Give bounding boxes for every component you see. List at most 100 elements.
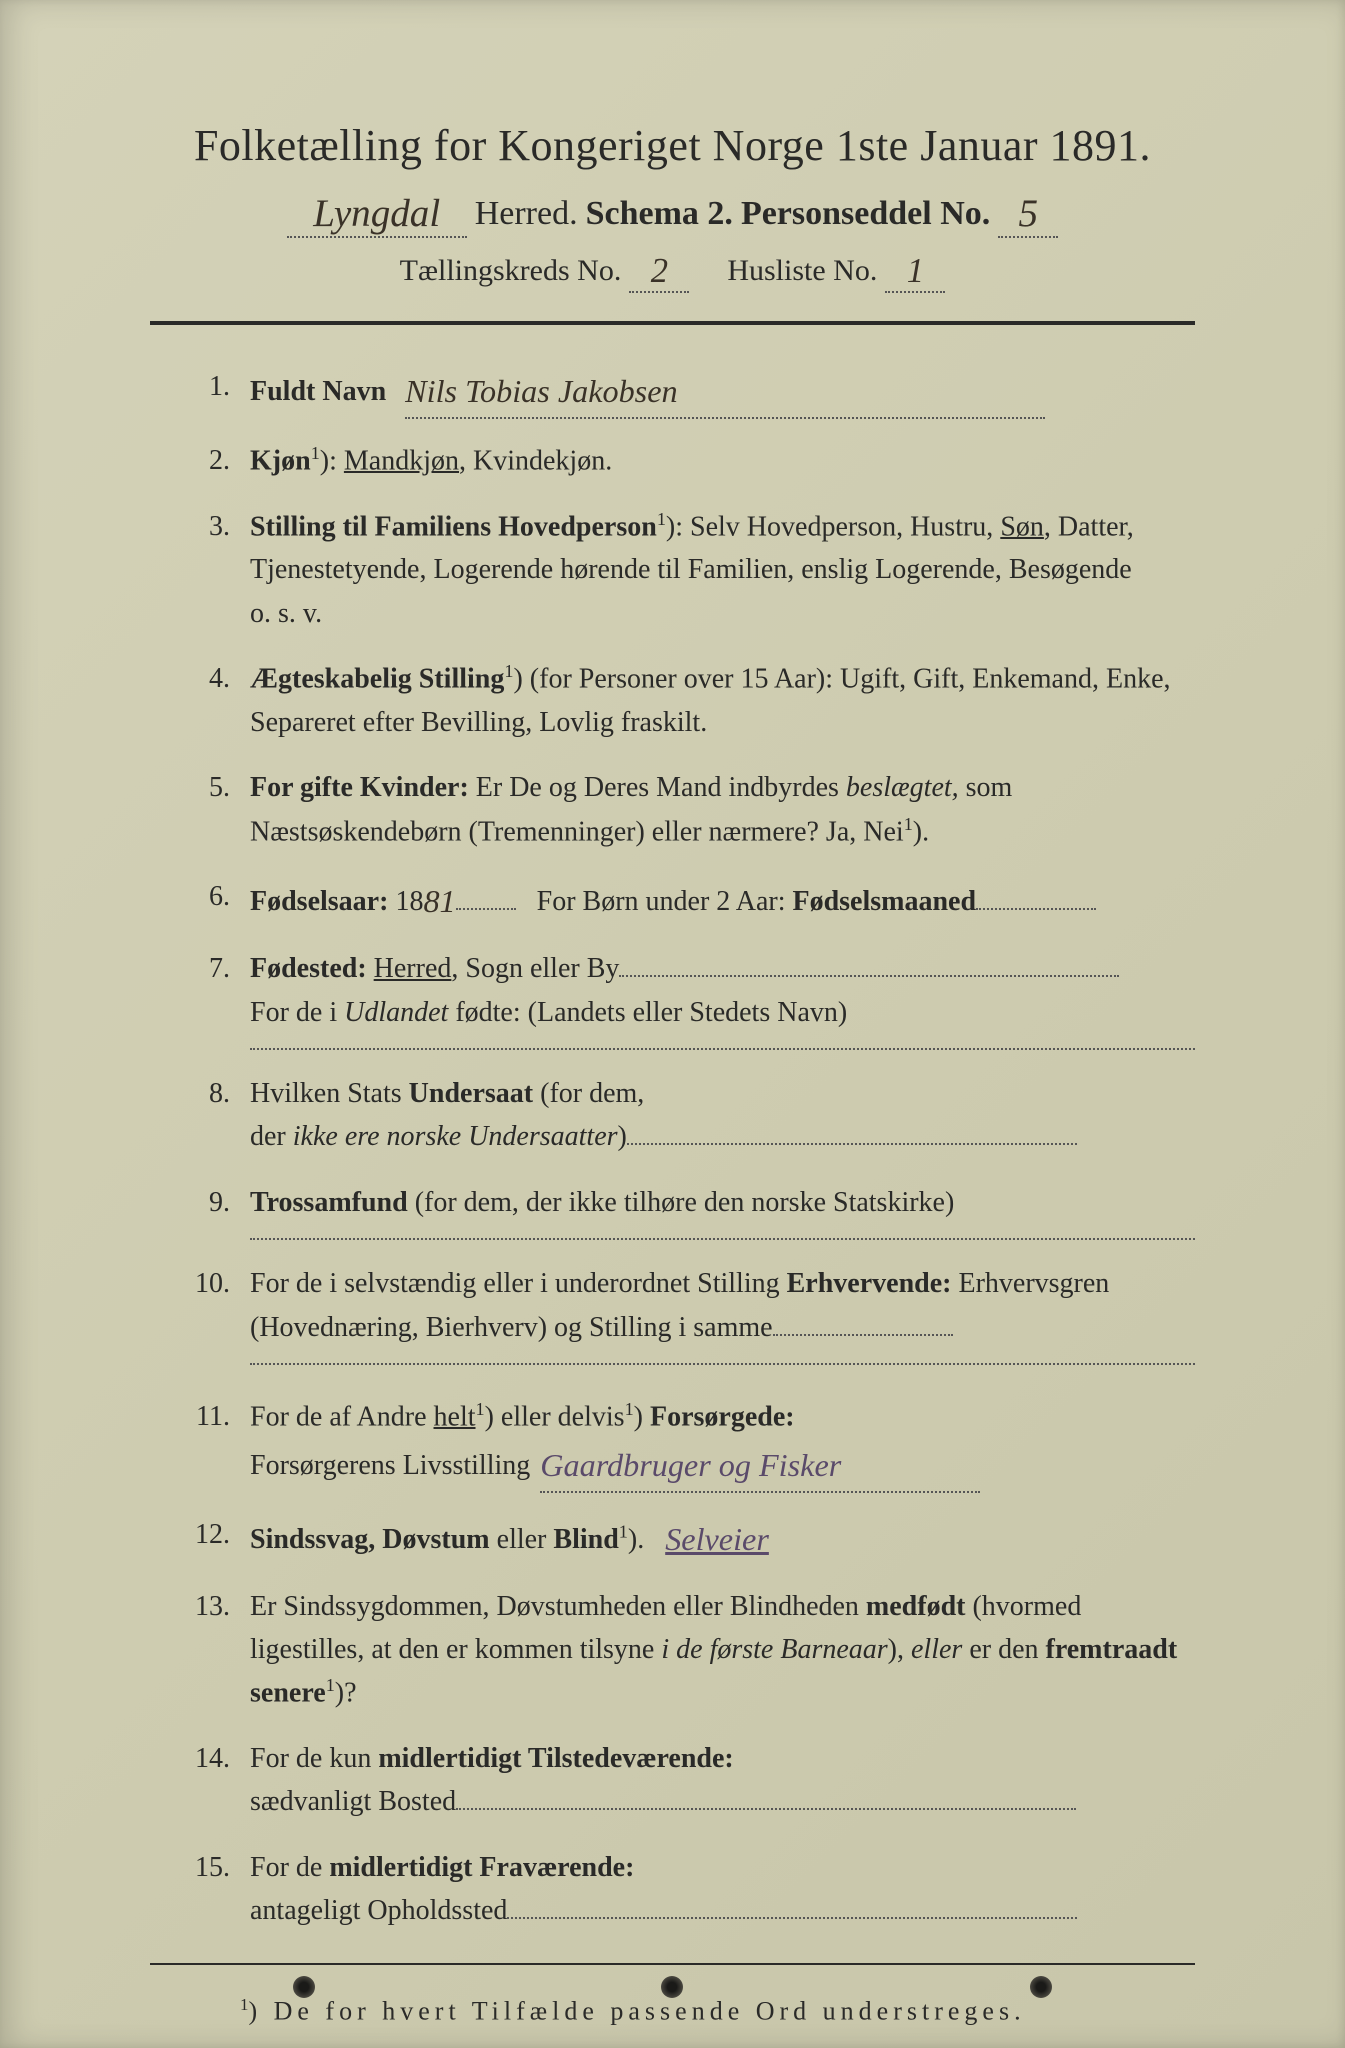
text: o. s. v.	[250, 598, 322, 629]
item-content: For de kun midlertidigt Tilstedeværende:…	[250, 1737, 1195, 1824]
text: ): Selv Hovedperson, Hustru,	[666, 511, 1000, 542]
item-number: 3.	[180, 505, 250, 636]
text: (for dem,	[533, 1078, 644, 1109]
item-13: 13. Er Sindssygdommen, Døvstumheden elle…	[180, 1585, 1195, 1716]
taellingskreds-label: Tællingskreds No.	[400, 254, 622, 288]
item-content: Ægteskabelig Stilling1) (for Personer ov…	[250, 657, 1195, 744]
item-7: 7. Fødested: Herred, Sogn eller By For d…	[180, 947, 1195, 1050]
item-content: Sindssvag, Døvstum eller Blind1). Selvei…	[250, 1513, 1195, 1563]
item-12: 12. Sindssvag, Døvstum eller Blind1). Se…	[180, 1513, 1195, 1563]
selected-option: Søn	[1000, 511, 1044, 542]
item-content: Stilling til Familiens Hovedperson1): Se…	[250, 505, 1195, 636]
item-15: 15. For de midlertidigt Fraværende: anta…	[180, 1846, 1195, 1933]
footnote-text: ) De for hvert Tilfælde passende Ord und…	[248, 1996, 1025, 2025]
husliste-value: 1	[885, 252, 945, 293]
census-form-page: Folketælling for Kongeriget Norge 1ste J…	[0, 0, 1345, 2048]
year-value: 81	[423, 883, 455, 919]
text: Er Sindssygdommen, Døvstumheden eller Bl…	[250, 1591, 866, 1622]
fill	[456, 1808, 1076, 1810]
form-header: Folketælling for Kongeriget Norge 1ste J…	[150, 120, 1195, 291]
text: For de i	[250, 997, 344, 1028]
text: For de i selvstændig eller i underordnet…	[250, 1268, 787, 1299]
text: )?	[335, 1678, 357, 1709]
personseddel-value: 5	[998, 191, 1058, 238]
item-9: 9. Trossamfund (for dem, der ikke tilhør…	[180, 1181, 1195, 1240]
name-value: Nils Tobias Jakobsen	[405, 367, 1045, 419]
fill	[250, 1363, 1195, 1365]
field-label: midlertidigt Fraværende:	[329, 1852, 634, 1883]
field-label: medfødt	[866, 1591, 966, 1622]
header-divider	[150, 321, 1195, 325]
text: For de	[250, 1852, 329, 1883]
text-italic: i de første Barneaar	[661, 1634, 887, 1665]
fill	[773, 1334, 953, 1336]
field-label: Stilling til Familiens Hovedperson	[250, 511, 657, 542]
form-items: 1. Fuldt Navn Nils Tobias Jakobsen 2. Kj…	[150, 365, 1195, 1933]
text: , Kvindekjøn.	[459, 445, 612, 476]
text: fødte: (Landets eller Stedets Navn)	[448, 997, 847, 1028]
header-line-2: Lyngdal Herred. Schema 2. Personseddel N…	[150, 189, 1195, 236]
hole-icon	[661, 1976, 683, 1998]
field-label: Undersaat	[409, 1078, 533, 1109]
herred-value: Lyngdal	[287, 191, 467, 238]
binding-holes	[0, 1976, 1345, 1998]
text: der	[250, 1121, 293, 1152]
footnote-marker: 1	[476, 1399, 485, 1419]
text: , Sogn eller By	[451, 953, 619, 984]
footnote-marker: 1	[326, 1675, 335, 1695]
field-label: Fødselsmaaned	[792, 886, 976, 917]
fill	[250, 1238, 1195, 1240]
text: ) eller delvis	[485, 1401, 625, 1432]
item-4: 4. Ægteskabelig Stilling1) (for Personer…	[180, 657, 1195, 744]
field-label: midlertidigt Tilstedeværende:	[378, 1743, 733, 1774]
footnote-marker: 1	[904, 814, 913, 834]
year-prefix: 18	[395, 886, 423, 917]
text: ,	[1044, 511, 1051, 542]
footnote-marker: 1	[625, 1399, 634, 1419]
header-line-3: Tællingskreds No. 2 Husliste No. 1	[150, 250, 1195, 291]
item-number: 12.	[180, 1513, 250, 1563]
herred-label: Herred.	[475, 195, 578, 233]
field-label: Blind	[553, 1524, 618, 1555]
text: For de kun	[250, 1743, 378, 1774]
item-number: 2.	[180, 439, 250, 483]
field-label: Trossamfund	[250, 1187, 408, 1218]
text: Hvilken Stats	[250, 1078, 409, 1109]
form-title: Folketælling for Kongeriget Norge 1ste J…	[150, 120, 1195, 171]
footnote: 1) De for hvert Tilfælde passende Ord un…	[150, 1995, 1195, 2027]
item-number: 11.	[180, 1395, 250, 1491]
text: (for dem, der ikke tilhøre den norske St…	[408, 1187, 955, 1218]
item-number: 7.	[180, 947, 250, 1050]
item-number: 14.	[180, 1737, 250, 1824]
fill	[507, 1917, 1077, 1919]
item-content: For de af Andre helt1) eller delvis1) Fo…	[250, 1395, 1195, 1491]
selected-option: Herred	[374, 953, 452, 984]
selected-option: helt	[434, 1401, 476, 1432]
text: )	[618, 1121, 627, 1152]
field-label: Erhvervende:	[787, 1268, 952, 1299]
item-content: Hvilken Stats Undersaat (for dem, der ik…	[250, 1072, 1195, 1159]
footnote-marker: 1	[619, 1521, 628, 1541]
item-content: Fødselsaar: 1881 For Børn under 2 Aar: F…	[250, 875, 1195, 925]
item-6: 6. Fødselsaar: 1881 For Børn under 2 Aar…	[180, 875, 1195, 925]
item-content: Fuldt Navn Nils Tobias Jakobsen	[250, 365, 1195, 417]
item-14: 14. For de kun midlertidigt Tilstedevære…	[180, 1737, 1195, 1824]
schema-label: Schema 2.	[586, 195, 733, 233]
item-number: 10.	[180, 1262, 250, 1365]
field-label: Fødselsaar:	[250, 886, 388, 917]
text-italic: beslægtet,	[846, 772, 959, 803]
text: For de af Andre	[250, 1401, 434, 1432]
provider-occupation-value: Gaardbruger og Fisker	[540, 1441, 980, 1493]
item-number: 1.	[180, 365, 250, 417]
fill	[619, 975, 1119, 977]
fill	[627, 1143, 1077, 1145]
item-8: 8. Hvilken Stats Undersaat (for dem, der…	[180, 1072, 1195, 1159]
text: For Børn under 2 Aar:	[537, 886, 793, 917]
item-content: Fødested: Herred, Sogn eller By For de i…	[250, 947, 1195, 1050]
item-number: 6.	[180, 875, 250, 925]
text: Er De og Deres Mand indbyrdes	[469, 772, 846, 803]
footnote-divider	[150, 1963, 1195, 1965]
text-italic: ikke ere norske Undersaatter	[293, 1121, 618, 1152]
field-label: Forsørgede:	[650, 1401, 795, 1432]
husliste-label: Husliste No.	[727, 254, 877, 288]
